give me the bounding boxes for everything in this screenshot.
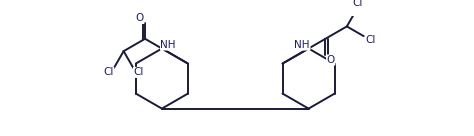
Text: NH: NH bbox=[294, 40, 310, 50]
Text: Cl: Cl bbox=[365, 35, 376, 45]
Text: Cl: Cl bbox=[103, 67, 114, 77]
Text: NH: NH bbox=[161, 40, 176, 50]
Text: O: O bbox=[136, 13, 144, 24]
Text: O: O bbox=[327, 55, 335, 65]
Text: Cl: Cl bbox=[134, 67, 144, 77]
Text: Cl: Cl bbox=[352, 0, 363, 8]
